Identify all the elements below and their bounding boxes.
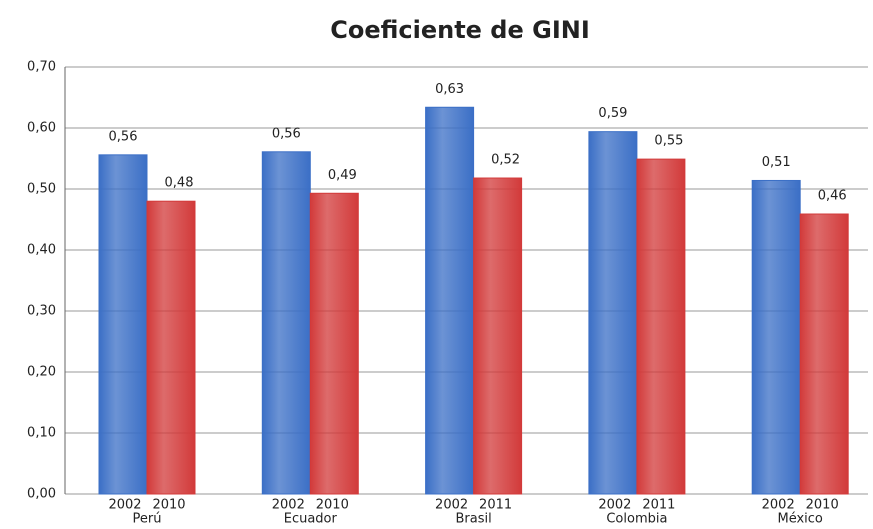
year-label: 2002	[272, 498, 305, 513]
value-label: 0,59	[598, 106, 627, 121]
bar	[588, 131, 638, 495]
x-tick-label: Ecuador	[284, 512, 338, 527]
year-label: 2002	[435, 498, 468, 513]
value-label: 0,52	[491, 153, 520, 168]
bar	[751, 179, 801, 495]
bar	[309, 192, 359, 495]
x-tick-label: México	[777, 512, 822, 527]
value-label: 0,63	[435, 82, 464, 97]
y-tick-label: 0,30	[27, 304, 56, 319]
year-label: 2010	[806, 498, 839, 513]
bar	[98, 154, 148, 495]
year-label: 2002	[598, 498, 631, 513]
y-tick-label: 0,10	[27, 426, 56, 441]
y-tick-label: 0,50	[27, 182, 56, 197]
bar	[799, 213, 849, 495]
year-label: 2011	[479, 498, 512, 513]
year-label: 2011	[642, 498, 675, 513]
value-label: 0,56	[109, 129, 138, 144]
value-label: 0,46	[818, 189, 847, 204]
bar	[425, 106, 475, 495]
x-tick-label: Brasil	[455, 512, 491, 527]
y-tick-label: 0,60	[27, 121, 56, 136]
year-label: 2002	[762, 498, 795, 513]
year-label: 2010	[152, 498, 185, 513]
value-label: 0,51	[762, 155, 791, 170]
chart-title: Coeficiente de GINI	[330, 16, 590, 44]
y-tick-label: 0,40	[27, 243, 56, 258]
x-tick-label: Colombia	[606, 512, 667, 527]
value-label: 0,49	[328, 168, 357, 183]
y-tick-label: 0,20	[27, 365, 56, 380]
year-label: 2002	[108, 498, 141, 513]
value-label: 0,55	[654, 134, 683, 149]
bar	[261, 151, 311, 495]
year-label: 2010	[316, 498, 349, 513]
x-tick-label: Perú	[133, 512, 162, 527]
bar	[473, 177, 523, 495]
bar	[146, 200, 196, 495]
value-label: 0,56	[272, 126, 301, 141]
bar	[636, 158, 686, 495]
y-tick-label: 0,00	[27, 487, 56, 502]
y-tick-label: 0,70	[27, 60, 56, 75]
value-label: 0,48	[165, 176, 194, 191]
